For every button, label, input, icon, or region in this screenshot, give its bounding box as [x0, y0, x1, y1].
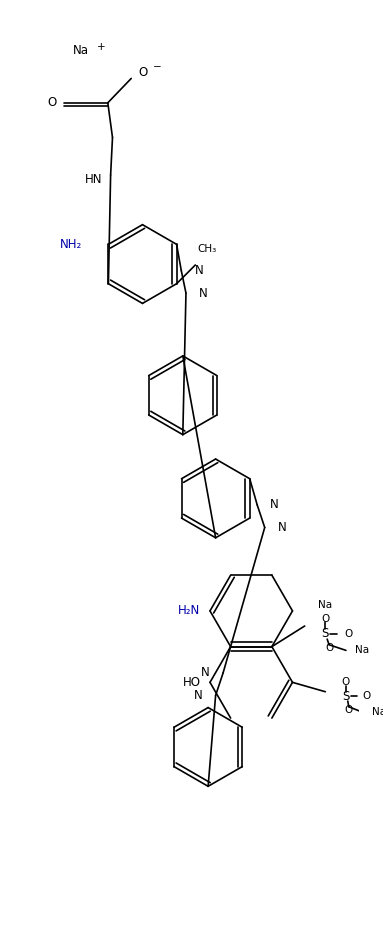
- Text: +: +: [97, 42, 105, 51]
- Text: S: S: [342, 690, 350, 703]
- Text: O: O: [326, 643, 334, 654]
- Text: N: N: [201, 666, 210, 679]
- Text: S: S: [322, 627, 329, 640]
- Text: O: O: [321, 613, 329, 623]
- Text: O: O: [47, 96, 56, 109]
- Text: O: O: [139, 66, 148, 80]
- Text: −: −: [153, 63, 162, 72]
- Text: Na: Na: [355, 645, 370, 656]
- Text: N: N: [270, 498, 279, 512]
- Text: HO: HO: [183, 676, 201, 689]
- Text: O: O: [342, 678, 350, 687]
- Text: N: N: [195, 264, 203, 277]
- Text: O: O: [344, 628, 352, 639]
- Text: N: N: [278, 521, 286, 534]
- Text: O: O: [345, 705, 353, 716]
- Text: Na: Na: [73, 44, 89, 57]
- Text: O: O: [363, 692, 371, 701]
- Text: CH₃: CH₃: [197, 244, 216, 253]
- Text: Na: Na: [372, 707, 383, 717]
- Text: N: N: [194, 689, 203, 702]
- Text: Na: Na: [318, 601, 332, 610]
- Text: HN: HN: [85, 173, 103, 186]
- Text: H₂N: H₂N: [178, 605, 201, 618]
- Text: N: N: [199, 287, 208, 300]
- Text: NH₂: NH₂: [60, 238, 82, 251]
